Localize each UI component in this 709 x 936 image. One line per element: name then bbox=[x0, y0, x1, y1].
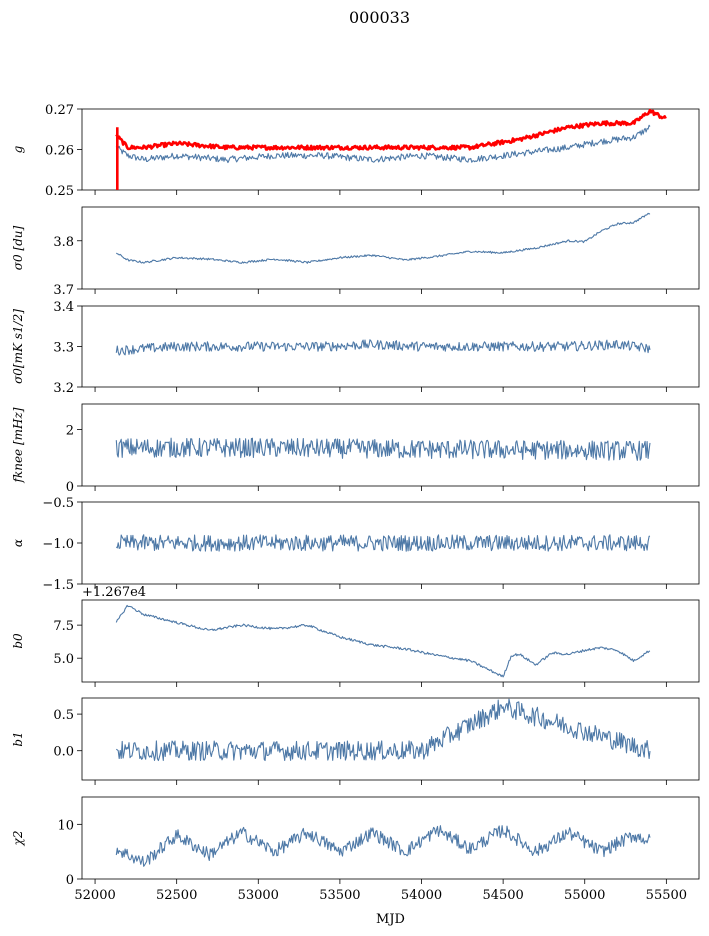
x-tick-label-7: 55500 bbox=[646, 888, 687, 903]
series-line-5-1 bbox=[115, 534, 651, 552]
y-axis-label-5: α bbox=[11, 539, 25, 547]
series-line-2-1 bbox=[115, 212, 651, 264]
axes-frame-6 bbox=[81, 599, 700, 683]
y-tick-label-5-2: −0.5 bbox=[42, 496, 74, 511]
y-tick-label-7-0: 0.0 bbox=[53, 745, 74, 760]
x-axis-label: MJD bbox=[376, 912, 405, 927]
x-tick-label-2: 53000 bbox=[238, 888, 279, 903]
figure-title: 000033 bbox=[348, 8, 411, 27]
y-axis-label-4: fknee [mHz] bbox=[11, 407, 25, 483]
x-tick-label-6: 55000 bbox=[564, 888, 605, 903]
series-line-6-1 bbox=[115, 604, 651, 678]
y-tick-label-8-1: 10 bbox=[57, 818, 74, 833]
y-tick-label-3-0: 3.2 bbox=[53, 381, 74, 396]
y-tick-label-1-2: 0.27 bbox=[45, 103, 74, 118]
axes-frame-7 bbox=[81, 697, 700, 781]
y-tick-label-6-0: 5.0 bbox=[53, 652, 74, 667]
y-tick-label-1-0: 0.25 bbox=[45, 184, 74, 199]
y-tick-label-5-1: −1.0 bbox=[42, 537, 74, 552]
y-tick-label-8-0: 0 bbox=[66, 873, 74, 888]
y-tick-label-6-1: 7.5 bbox=[53, 619, 74, 634]
y-axis-label-1: g bbox=[11, 145, 25, 153]
y-tick-label-3-2: 3.4 bbox=[53, 300, 74, 315]
offset-label: +1.267e4 bbox=[82, 585, 146, 600]
x-tick-label-1: 52500 bbox=[156, 888, 197, 903]
x-tick-label-3: 53500 bbox=[319, 888, 360, 903]
y-axis-label-3: σ0[mK s1/2] bbox=[11, 309, 25, 384]
axes-frame-2 bbox=[81, 206, 700, 290]
y-tick-label-5-0: −1.5 bbox=[42, 578, 74, 593]
series-line-4-1 bbox=[115, 437, 651, 461]
y-tick-label-2-1: 3.8 bbox=[53, 235, 74, 250]
y-tick-label-4-0: 0 bbox=[66, 480, 74, 495]
series-line-3-1 bbox=[115, 339, 651, 356]
x-tick-label-4: 54000 bbox=[401, 888, 442, 903]
y-tick-label-3-1: 3.3 bbox=[53, 341, 74, 356]
y-tick-label-7-1: 0.5 bbox=[53, 708, 74, 723]
axes-frame-4 bbox=[81, 403, 700, 487]
y-tick-label-1-1: 0.26 bbox=[45, 144, 74, 159]
y-axis-label-6: b0 bbox=[11, 633, 25, 649]
y-axis-label-8: χ2 bbox=[11, 831, 25, 847]
y-tick-label-2-0: 3.7 bbox=[53, 283, 74, 298]
series-line-1-1 bbox=[115, 124, 651, 164]
series-line-1-2 bbox=[115, 108, 667, 190]
y-tick-label-4-1: 2 bbox=[66, 423, 74, 438]
y-axis-label-7: b1 bbox=[11, 731, 25, 746]
y-axis-label-2: σ0 [du] bbox=[11, 225, 25, 270]
x-tick-label-5: 54500 bbox=[482, 888, 523, 903]
axes-frame-8 bbox=[81, 796, 700, 880]
series-line-8-1 bbox=[115, 825, 651, 867]
series-line-7-1 bbox=[115, 698, 651, 762]
x-tick-label-0: 52000 bbox=[74, 888, 115, 903]
